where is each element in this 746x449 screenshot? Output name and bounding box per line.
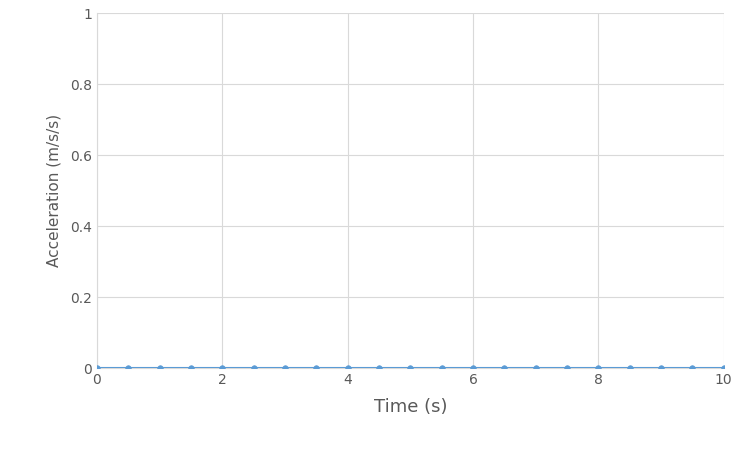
Y-axis label: Acceleration (m/s/s): Acceleration (m/s/s) (47, 114, 62, 268)
X-axis label: Time (s): Time (s) (374, 398, 447, 416)
